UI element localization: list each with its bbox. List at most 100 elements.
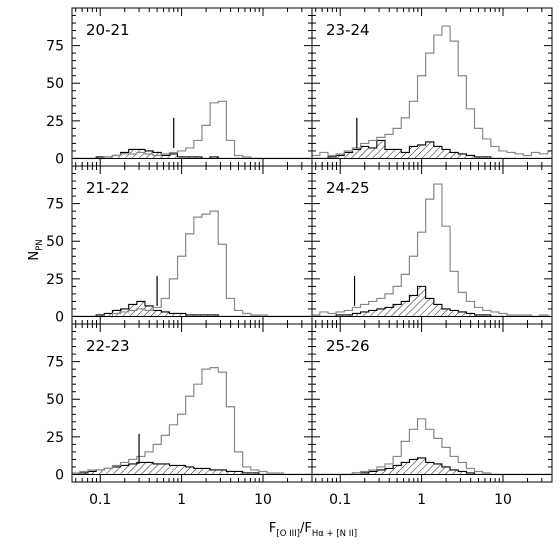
hatched-bar bbox=[466, 155, 475, 159]
panel-20-21: 20-21 0 25 50 75 bbox=[46, 7, 313, 167]
x-axis-title-sub2: Hα + [N II] bbox=[312, 529, 357, 539]
hatched-bar bbox=[482, 314, 491, 317]
panel-label: 25-26 bbox=[326, 337, 370, 355]
hatched-bar bbox=[368, 310, 377, 317]
hatched-bar bbox=[450, 152, 459, 159]
y-tick-label: 75 bbox=[46, 39, 64, 55]
hatched-bar bbox=[466, 472, 475, 475]
panel-plot bbox=[72, 100, 312, 160]
hatched-bar bbox=[384, 149, 394, 159]
hatched-bar bbox=[417, 286, 426, 317]
hatched-bar bbox=[458, 153, 467, 159]
x-axis-title-f1: F bbox=[269, 521, 276, 536]
total-histogram-line bbox=[312, 183, 552, 318]
y-axis-title-main: N bbox=[27, 251, 42, 261]
hatched-bar bbox=[218, 469, 227, 475]
x-axis-title-slash: / bbox=[300, 521, 305, 536]
hatched-bar bbox=[185, 156, 194, 159]
hatched-bar bbox=[193, 468, 202, 475]
hatched-bar bbox=[169, 153, 178, 159]
hatched-bar bbox=[79, 472, 89, 475]
y-tick-label: 0 bbox=[55, 151, 64, 167]
panel-plot bbox=[312, 418, 552, 476]
hatched-bar bbox=[161, 311, 170, 317]
panel-label: 21-22 bbox=[86, 179, 130, 197]
hatched-bar bbox=[161, 463, 170, 475]
hatched-bar bbox=[360, 472, 369, 475]
x-tick-label: 1 bbox=[177, 492, 186, 508]
panel-plot bbox=[72, 367, 312, 476]
hatched-bar bbox=[104, 468, 113, 475]
hatched-bar bbox=[328, 156, 337, 159]
hatched-bar bbox=[153, 310, 162, 317]
y-tick-label: 25 bbox=[46, 430, 64, 446]
y-tick-label: 25 bbox=[46, 114, 64, 130]
hatched-bar bbox=[352, 313, 361, 317]
hatched-bar bbox=[120, 465, 129, 475]
total-histogram-line bbox=[72, 210, 312, 318]
hatched-bar bbox=[409, 295, 418, 317]
hatched-bar bbox=[136, 149, 145, 159]
hatched-bar bbox=[425, 141, 434, 159]
panel-22-23: 22-23 0 25 50 75 0.1 1 10 bbox=[46, 323, 313, 508]
panel-grid: 20-21 0 25 50 75 23-24 21-22 0 25 50 75 24-25 22-23 0… bbox=[46, 7, 553, 508]
hatched-bar bbox=[441, 149, 451, 159]
hatched-bar bbox=[425, 462, 434, 475]
hatched-bar bbox=[458, 471, 467, 475]
hatched-bar bbox=[234, 471, 243, 475]
hatched-bar bbox=[433, 463, 442, 475]
hatched-bar bbox=[177, 313, 186, 317]
hatched-bar bbox=[344, 314, 353, 317]
panel-label: 20-21 bbox=[86, 21, 130, 39]
hatched-bar bbox=[104, 156, 113, 159]
hatched-bar bbox=[409, 459, 418, 475]
hatched-bar bbox=[393, 149, 402, 159]
hatched-bar bbox=[352, 149, 361, 159]
y-tick-label: 25 bbox=[46, 272, 64, 288]
hatched-bar bbox=[441, 466, 451, 475]
hatched-bar bbox=[144, 462, 154, 475]
panel-label: 23-24 bbox=[326, 21, 370, 39]
hatched-bar bbox=[210, 156, 219, 159]
hatched-bar bbox=[128, 463, 137, 475]
x-tick-label: 10 bbox=[494, 492, 512, 508]
y-axis-title-sub: PN bbox=[35, 239, 45, 250]
hatched-bar bbox=[336, 155, 345, 159]
hatched-bar bbox=[376, 469, 385, 475]
hatched-bar bbox=[88, 471, 97, 475]
hatched-bar bbox=[368, 147, 377, 159]
hatched-bar bbox=[144, 150, 154, 159]
hatched-bar bbox=[201, 314, 211, 317]
hatched-bar bbox=[376, 308, 385, 317]
hatched-bar bbox=[96, 314, 105, 317]
hatched-bar bbox=[210, 314, 219, 317]
panel-label: 24-25 bbox=[326, 179, 370, 197]
y-axis-title: NPN bbox=[27, 239, 45, 260]
y-tick-label: 75 bbox=[46, 197, 64, 213]
hatched-bar bbox=[433, 146, 442, 159]
hatched-bar bbox=[409, 146, 418, 159]
panel-plot bbox=[72, 210, 312, 318]
y-tick-label: 50 bbox=[46, 392, 64, 408]
hatched-bar bbox=[466, 313, 475, 317]
hatched-bar bbox=[368, 471, 377, 475]
hatched-bar bbox=[393, 465, 402, 475]
panel-24-25: 24-25 bbox=[311, 165, 553, 325]
hatched-bar bbox=[433, 304, 442, 317]
hatched-bar bbox=[177, 465, 186, 475]
y-tick-label: 50 bbox=[46, 234, 64, 250]
hatched-bar bbox=[352, 472, 361, 475]
hatched-bar bbox=[360, 146, 369, 159]
hatched-bar bbox=[344, 152, 353, 159]
x-axis-title: F[O III]/FHα + [N II] bbox=[269, 521, 357, 539]
x-axis-title-sub1: [O III] bbox=[276, 529, 300, 539]
x-tick-label: 0.1 bbox=[329, 492, 351, 508]
x-tick-label: 0.1 bbox=[89, 492, 111, 508]
x-tick-label: 10 bbox=[254, 492, 272, 508]
hatched-bar bbox=[250, 472, 259, 475]
total-histogram-line bbox=[72, 367, 312, 476]
panel-frame bbox=[311, 323, 553, 483]
hatched-bar bbox=[96, 469, 105, 475]
hatched-bar bbox=[360, 311, 369, 317]
